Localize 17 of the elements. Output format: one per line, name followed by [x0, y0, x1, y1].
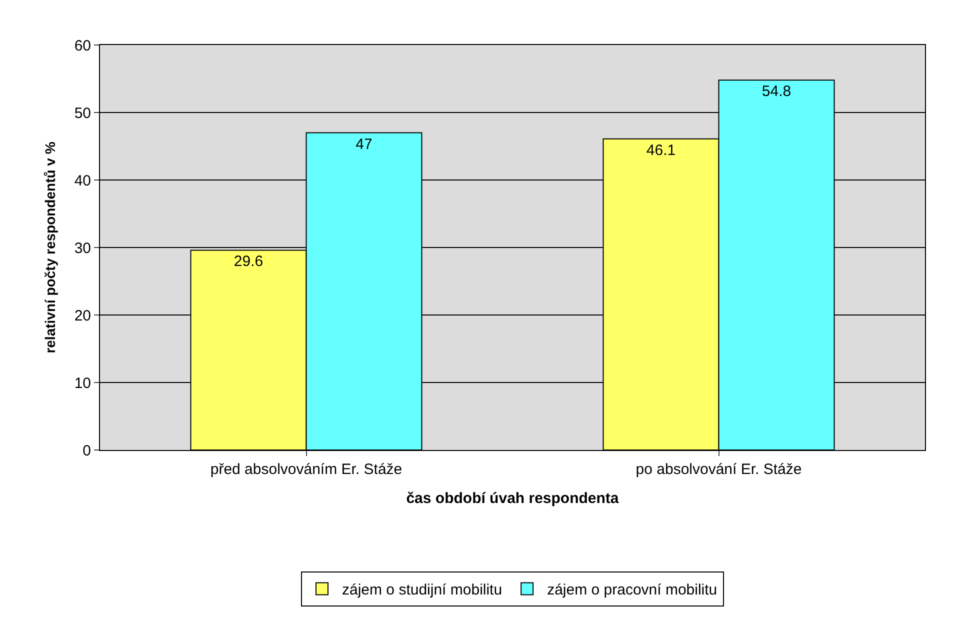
data-label: 47	[356, 136, 372, 153]
y-tick-label: 50	[74, 104, 91, 122]
x-tick-label: před absolvováním Er. Stáže	[210, 461, 402, 478]
data-label: 46.1	[646, 142, 676, 159]
legend-label: zájem o studijní mobilitu	[342, 582, 502, 599]
legend-label: zájem o pracovní mobilitu	[547, 582, 718, 599]
x-axis-title: čas období úvah respondenta	[406, 490, 620, 507]
y-tick-label: 10	[74, 374, 91, 392]
y-tick-label: 30	[74, 240, 91, 257]
y-tick-label: 40	[74, 172, 91, 190]
x-tick-label: po absolvování Er. Stáže	[636, 461, 802, 478]
data-label: 29.6	[234, 253, 264, 270]
y-tick-label: 20	[74, 307, 91, 324]
data-label: 54.8	[762, 83, 792, 100]
y-axis-title: relativní počty respondentů v %	[42, 141, 58, 354]
y-tick-label: 60	[74, 37, 91, 54]
y-tick-label: 0	[82, 442, 91, 460]
